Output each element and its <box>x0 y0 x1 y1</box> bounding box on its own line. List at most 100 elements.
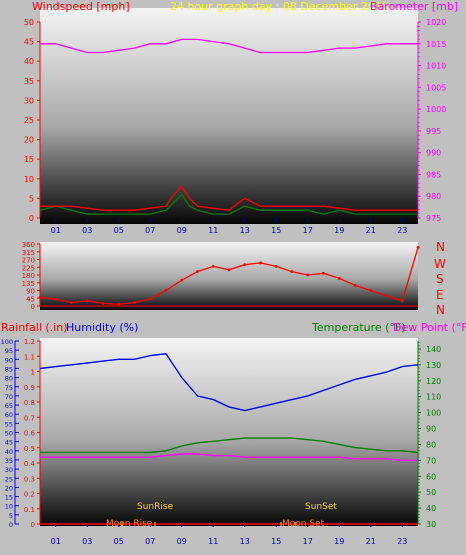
dir-label-s: S <box>436 272 444 286</box>
humidity-plot-area <box>40 338 418 526</box>
temperature-tick-label: 70 <box>426 456 436 465</box>
humidity-tick-label: 50 <box>5 430 13 438</box>
wind-x-tick-label: 23 <box>397 226 407 235</box>
bottom-x-tick-label: 11 <box>208 537 218 546</box>
barometer-tick-label: 985 <box>426 170 441 179</box>
temperature-tick-label: 30 <box>426 520 436 529</box>
moonset-label: Moon Set <box>282 519 325 529</box>
dir-label-n-bottom: N <box>436 303 445 317</box>
wind-x-tick-label: 09 <box>177 226 187 235</box>
barometer-label: Barometer [mb] <box>370 0 458 13</box>
bottom-x-tick-label: 15 <box>271 537 281 546</box>
direction-point <box>227 268 231 272</box>
humidity-tick-label: 5 <box>9 512 13 520</box>
humidity-tick-label: 15 <box>5 494 13 502</box>
temperature-tick-label: 140 <box>426 345 441 354</box>
wind-x-tick-label: 03 <box>82 226 92 235</box>
rain-tick-label: 0.1 <box>24 506 35 514</box>
direction-y-tick-label: 360 <box>22 241 35 249</box>
wind-y-tick-label: 0 <box>29 214 34 223</box>
wind-x-tick-label: 13 <box>240 226 250 235</box>
dir-label-e: E <box>436 288 444 302</box>
dir-label-n-top: N <box>436 240 445 254</box>
temperature-tick-label: 50 <box>426 488 436 497</box>
direction-y-tick-label: 135 <box>22 280 35 288</box>
direction-point <box>38 295 42 299</box>
rain-tick-label: 0 <box>31 521 35 529</box>
direction-y-tick-label: 270 <box>22 257 35 265</box>
direction-y-tick-label: 0 <box>31 303 35 311</box>
wind-series-gust <box>40 185 418 211</box>
temperature-tick-label: 60 <box>426 472 436 481</box>
rain-tick-label: 0.8 <box>24 399 35 407</box>
barometer-tick-label: 1005 <box>426 83 446 92</box>
humidity-tick-label: 90 <box>5 356 13 364</box>
wind-y-tick-label: 15 <box>24 155 34 164</box>
barometer-tick-label: 1010 <box>426 62 446 71</box>
wind-y-tick-label: 30 <box>24 96 34 105</box>
wind-series-barometer-mb <box>40 38 418 54</box>
temperature-tick-label: 100 <box>426 409 441 418</box>
temperature-tick-label: 120 <box>426 377 441 386</box>
wind-x-tick-label: 17 <box>303 226 313 235</box>
direction-point <box>196 270 199 273</box>
humidity-tick-label: 35 <box>5 457 13 465</box>
bottom-x-tick-label: 19 <box>334 537 344 546</box>
direction-y-tick-label: 90 <box>26 288 35 296</box>
temperature-tick-label: 90 <box>426 425 436 434</box>
moonrise-label: Moon Rise <box>106 519 153 529</box>
direction-point <box>133 301 136 304</box>
humidity-tick-label: 70 <box>5 393 13 401</box>
wind-x-tick-label: 19 <box>334 226 344 235</box>
humidity-label: Humidity (%) <box>66 321 138 334</box>
bottom-x-tick-label: 03 <box>82 537 92 546</box>
wind-x-tick-label: 05 <box>114 226 124 235</box>
wind-series <box>39 38 418 215</box>
humidity-tick-label: 10 <box>5 503 13 511</box>
wind-x-tick-label: 15 <box>271 226 281 235</box>
bottom-series-humidity <box>39 353 419 412</box>
wind-series-windspeed-mph <box>39 193 418 215</box>
direction-point <box>259 261 262 265</box>
wind-y-tick-label: 35 <box>24 77 34 86</box>
direction-point <box>353 283 357 287</box>
humidity-tick-label: 25 <box>5 475 13 483</box>
dir-label-w: W <box>434 257 446 271</box>
humidity-tick-label: 100 <box>1 338 13 346</box>
humidity-tick-label: 45 <box>5 439 13 447</box>
wind-y-tick-label: 10 <box>24 175 34 184</box>
wind-y-tick-label: 50 <box>24 18 34 27</box>
humidity-tick-label: 65 <box>5 402 13 410</box>
humidity-tick-label: 55 <box>5 420 13 428</box>
direction-y-tick-label: 45 <box>26 295 35 303</box>
wind-y-tick-label: 25 <box>24 116 34 125</box>
wind-x-tick-label: 07 <box>145 226 155 235</box>
direction-plot-area <box>40 242 418 310</box>
wind-axes: 0510152025303540455097598098599099510001… <box>24 18 447 235</box>
bottom-x-tick-label: 05 <box>114 537 124 546</box>
sunset-label: SunSet <box>305 502 337 512</box>
bottom-x-tick-label: 17 <box>303 537 313 546</box>
direction-point <box>337 277 341 280</box>
graph-title: 24 hour graph day : 08 December 2015 <box>170 0 389 13</box>
direction-y-tick-label: 180 <box>22 272 35 280</box>
bottom-x-tick-label: 13 <box>240 537 250 546</box>
humidity-tick-label: 40 <box>5 448 13 456</box>
rain-tick-label: 0.4 <box>24 460 36 468</box>
wind-y-tick-label: 5 <box>29 194 34 203</box>
rain-tick-label: 0.9 <box>24 384 35 392</box>
direction-point <box>290 270 294 273</box>
direction-point <box>70 301 73 304</box>
direction-point <box>101 302 105 305</box>
humidity-tick-label: 80 <box>5 375 13 383</box>
direction-point <box>211 264 215 268</box>
temperature-tick-label: 130 <box>426 361 441 370</box>
barometer-tick-label: 1020 <box>426 18 446 27</box>
humidity-tick-label: 60 <box>5 411 13 419</box>
temperature-tick-label: 80 <box>426 440 436 449</box>
rain-tick-label: 0.6 <box>24 430 36 438</box>
wind-y-tick-label: 20 <box>24 136 34 145</box>
barometer-tick-label: 995 <box>426 127 441 136</box>
rain-tick-label: 1 <box>31 369 35 377</box>
